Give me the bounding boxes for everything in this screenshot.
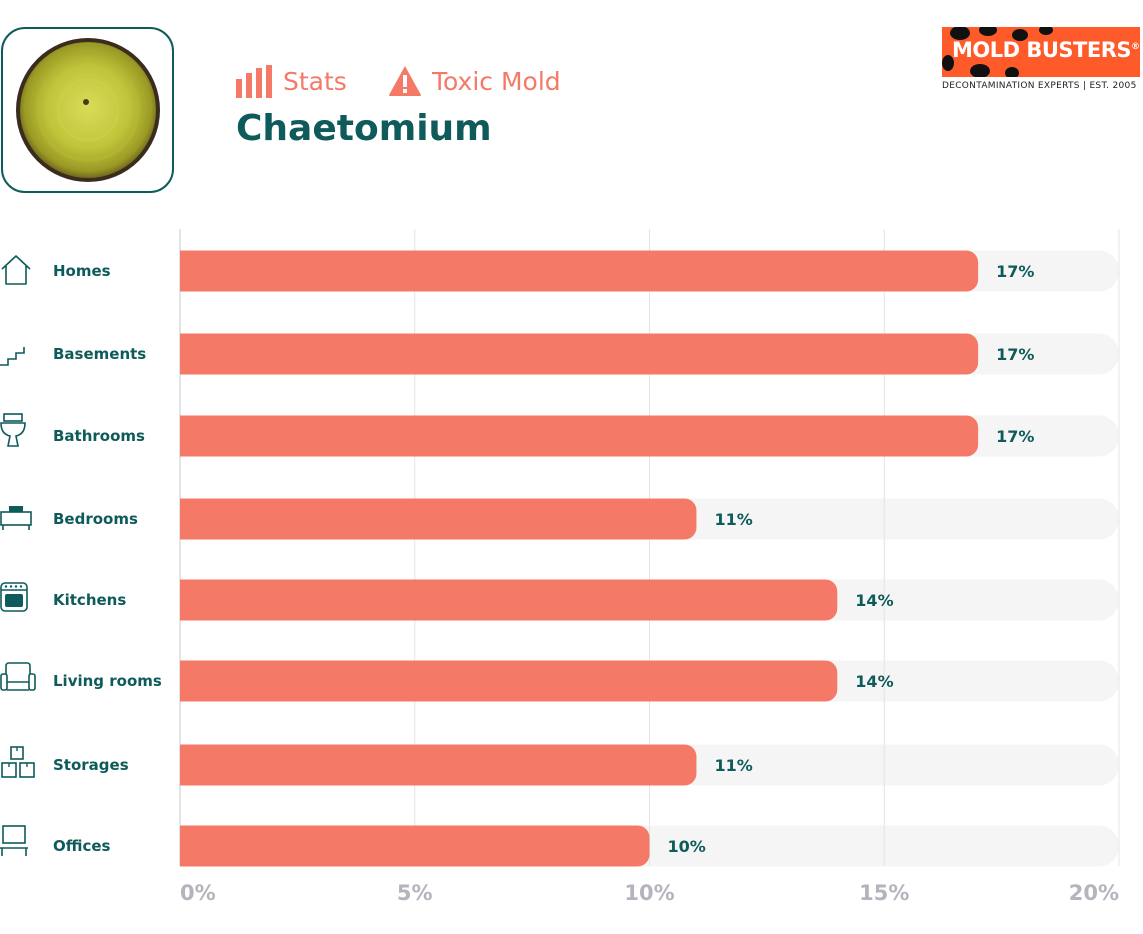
- warning-icon: [389, 66, 421, 96]
- value-label: 11%: [714, 510, 752, 529]
- bar-left-edge: [180, 660, 200, 702]
- bed-icon: [0, 506, 32, 530]
- category-label: Kitchens: [53, 591, 126, 609]
- toilet-icon: [0, 413, 26, 447]
- bar-left-edge: [180, 333, 200, 375]
- boxes-icon: [1, 746, 35, 778]
- bar-offices: [180, 825, 650, 867]
- toxic-label: Toxic Mold: [432, 66, 561, 96]
- category-label: Bathrooms: [53, 427, 145, 445]
- x-tick-label: 20%: [1069, 881, 1119, 905]
- logo-spots-icon: [942, 27, 1053, 77]
- bar-basements: [180, 333, 979, 375]
- bars: 17% 17% 17% 11% 14% 14% 11% 10%: [180, 250, 1034, 867]
- bar-left-edge: [180, 579, 200, 621]
- value-label: 14%: [855, 672, 893, 691]
- logo-name: MOLD BUSTERS®: [952, 38, 1140, 62]
- category-list: Homes Basements Bathrooms Bedrooms Kitchens L…: [0, 255, 162, 856]
- bar-kitchens: [180, 579, 838, 621]
- value-label: 17%: [996, 427, 1034, 446]
- logo-badge: MOLD BUSTERS®: [942, 27, 1140, 77]
- value-label: 17%: [996, 345, 1034, 364]
- bar-bedrooms: [180, 498, 697, 540]
- value-label: 10%: [668, 837, 706, 856]
- x-tick-label: 5%: [397, 881, 433, 905]
- logo-tagline: DECONTAMINATION EXPERTS | EST. 2005: [942, 81, 1137, 91]
- petri-dish-icon: [15, 38, 160, 182]
- bar-left-edge: [180, 498, 200, 540]
- bar-living-rooms: [180, 660, 838, 702]
- category-label: Offices: [53, 837, 111, 855]
- bar-left-edge: [180, 825, 200, 867]
- value-label: 14%: [855, 591, 893, 610]
- category-label: Bedrooms: [53, 510, 138, 528]
- category-label: Homes: [53, 262, 111, 280]
- x-axis: 0% 5% 10% 15% 20%: [180, 881, 1119, 905]
- monitor-icon: [0, 825, 28, 856]
- value-label: 17%: [996, 262, 1034, 281]
- stats-label: Stats: [283, 66, 347, 96]
- bar-left-edge: [180, 415, 200, 457]
- category-label: Basements: [53, 345, 146, 363]
- x-tick-label: 10%: [624, 881, 674, 905]
- bar-bathrooms: [180, 415, 979, 457]
- bar-left-edge: [180, 744, 200, 786]
- x-tick-label: 15%: [859, 881, 909, 905]
- oven-icon: [0, 582, 28, 612]
- armchair-icon: [0, 662, 36, 691]
- bar-homes: [180, 250, 979, 292]
- bar-chart-icon: [236, 64, 272, 98]
- house-icon: [1, 255, 31, 285]
- mold-sample-image: [1, 27, 174, 193]
- category-label: Living rooms: [53, 672, 162, 690]
- category-label: Storages: [53, 756, 129, 774]
- bar-storages: [180, 744, 697, 786]
- page-title: Chaetomium: [236, 108, 492, 149]
- bar-left-edge: [180, 250, 200, 292]
- value-label: 11%: [714, 756, 752, 775]
- toxic-tag: Toxic Mold: [388, 62, 561, 100]
- stats-tag: Stats: [236, 62, 347, 100]
- brand-logo: MOLD BUSTERS® DECONTAMINATION EXPERTS | …: [942, 27, 1140, 97]
- stairs-icon: [0, 347, 25, 366]
- x-tick-label: 0%: [180, 881, 216, 905]
